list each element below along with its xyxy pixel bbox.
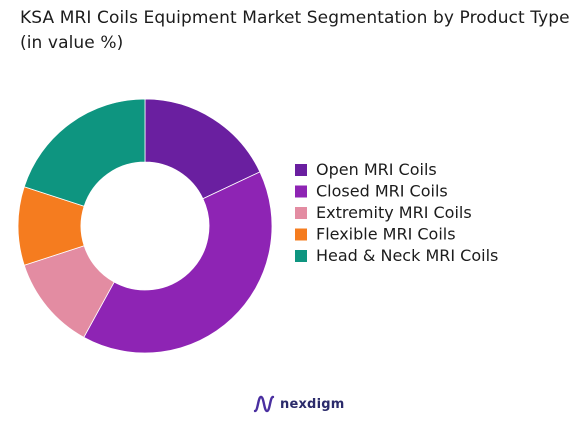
slice-head-neck-mri-coils xyxy=(23,98,146,207)
legend-swatch-extremity-mri-coils xyxy=(295,207,307,219)
legend-label-extremity-mri-coils: Extremity MRI Coils xyxy=(316,203,472,222)
legend-label-open-mri-coils: Open MRI Coils xyxy=(316,160,437,179)
legend-swatch-flexible-mri-coils xyxy=(295,228,307,241)
legend-swatch-open-mri-coils xyxy=(295,164,307,176)
donut-slices xyxy=(17,98,273,354)
legend-label-flexible-mri-coils: Flexible MRI Coils xyxy=(316,225,456,244)
legend-label-head-neck-mri-coils: Head & Neck MRI Coils xyxy=(316,246,498,265)
legend-swatch-head-neck-mri-coils xyxy=(295,250,307,262)
chart-legend: Open MRI Coils Closed MRI Coils Extremity … xyxy=(295,160,498,265)
brand-logo: nexdigm xyxy=(253,392,344,416)
chart-title: KSA MRI Coils Equipment Market Segmentat… xyxy=(20,8,570,53)
nexdigm-logo-icon xyxy=(253,395,275,413)
slice-open-mri-coils xyxy=(144,98,261,200)
legend-label-closed-mri-coils: Closed MRI Coils xyxy=(316,182,448,201)
brand-name: nexdigm xyxy=(280,396,345,412)
slice-closed-mri-coils xyxy=(83,171,273,354)
legend-swatch-closed-mri-coils xyxy=(295,185,307,198)
